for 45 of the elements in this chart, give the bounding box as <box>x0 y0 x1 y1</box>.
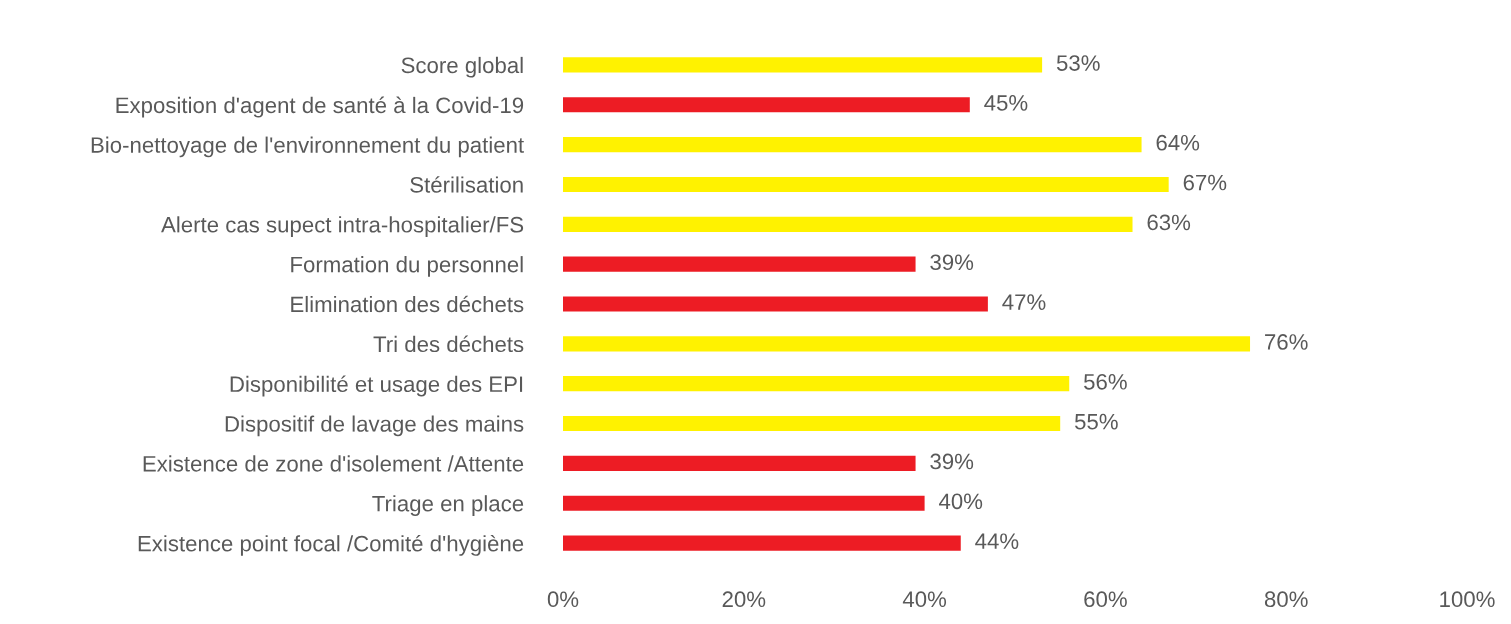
bar <box>563 376 1070 392</box>
y-tick-label: Existence de zone d'isolement /Attente <box>143 455 524 472</box>
x-tick-label: 80% <box>1264 591 1308 608</box>
data-label: 67% <box>1183 174 1227 191</box>
bar <box>563 57 1043 73</box>
data-label: 53% <box>1056 55 1100 71</box>
bar <box>563 137 1142 153</box>
bar <box>563 455 916 471</box>
bar <box>563 296 988 312</box>
x-tick-label: 0% <box>547 591 579 608</box>
y-tick-label: Bio-nettoyage de l'environnement du patient <box>91 136 524 158</box>
bar <box>563 415 1061 432</box>
data-label: 45% <box>984 95 1028 111</box>
bar <box>563 336 1251 352</box>
bar <box>563 256 916 272</box>
y-tick-label: Alerte cas supect intra-hospitalier/FS <box>161 216 524 237</box>
bar <box>563 535 961 551</box>
y-tick-label: Existence point focal /Comité d'hygiène <box>138 534 524 556</box>
y-tick-label: Triage en place <box>372 495 524 516</box>
y-tick-label: Formation du personnel <box>291 256 523 277</box>
data-label: 47% <box>1002 294 1046 310</box>
data-label: 76% <box>1265 334 1308 350</box>
y-tick-label: Score global <box>401 56 523 78</box>
data-label: 39% <box>930 453 974 470</box>
y-tick-label: Disponibilité et usage des EPI <box>230 375 523 397</box>
y-tick-label: Stérilisation <box>410 176 523 193</box>
bar <box>563 97 970 113</box>
y-tick-label: Elimination des déchets <box>291 295 524 313</box>
x-tick-label: 20% <box>722 591 766 608</box>
x-tick-label: 100% <box>1440 591 1495 608</box>
data-label: 55% <box>1074 413 1118 430</box>
bar <box>563 495 925 511</box>
data-label: 44% <box>975 533 1019 549</box>
y-tick-label: Exposition d'agent de santé à la Covid-19 <box>116 96 524 118</box>
x-tick-label: 60% <box>1084 591 1127 608</box>
x-tick-label: 40% <box>902 591 947 608</box>
data-label: 40% <box>939 493 983 510</box>
bar <box>563 216 1133 232</box>
y-tick-label: Dispositif de lavage des mains <box>225 415 524 437</box>
bar <box>563 176 1169 193</box>
data-label: 63% <box>1147 214 1191 231</box>
data-label: 39% <box>930 254 974 271</box>
y-tick-label: Tri des déchets <box>373 335 524 353</box>
data-label: 56% <box>1084 373 1127 390</box>
data-label: 64% <box>1156 134 1200 151</box>
